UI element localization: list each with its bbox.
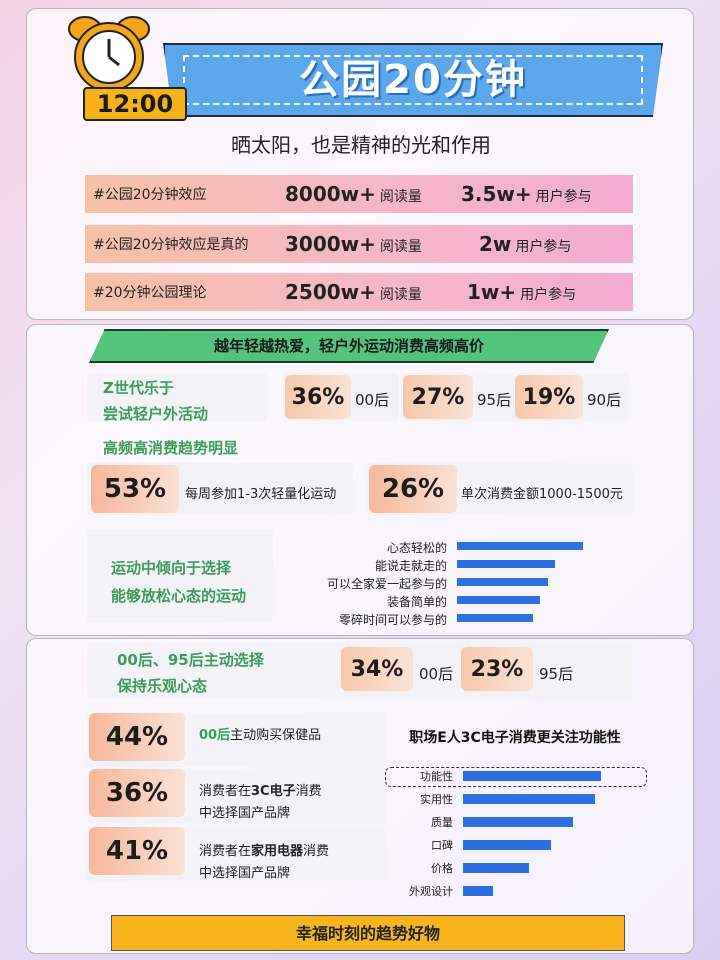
hero-panel: 公园20分钟 12:00 晒太阳，也是精神的光和作用 #公园20分钟效应 800… [26,8,694,320]
optimism-panel: 00后、95后主动选择 保持乐观心态 34% 00后 23% 95后 44% 0… [26,638,694,954]
freq-desc: 单次消费金额1000-1500元 [461,487,623,502]
3c-bar [463,840,552,850]
card-desc-post: 主动购买保健品 [230,728,322,743]
gen-pct: 19% [515,375,583,419]
card-desc-bold: 3C电子 [251,784,296,799]
relax-box [87,529,273,623]
3c-bar-label: 功能性 [420,770,453,783]
gen-label-line2-text: 尝试轻户外活动 [103,405,209,423]
gen-label: 90后 [587,391,622,409]
3c-bar-label: 外观设计 [409,885,453,898]
gen-pct: 27% [403,375,473,419]
3c-bar-label: 口碑 [431,839,453,852]
users-value: 3.5w+ [461,182,532,206]
users-value: 2w [479,232,512,256]
freq-desc: 每周参加1-3次轻量化运动 [185,487,337,502]
section-banner [89,329,609,363]
reads-label: 阅读量 [379,239,422,255]
card-desc: 消费者在3C电子消费 中选择国产品牌 [199,781,322,825]
3c-bar-label: 质量 [431,816,453,829]
gen-label-line1-text: Z世代乐于 [103,379,174,397]
card-desc-green: 00后 [199,728,231,743]
reads-value: 8000w+ [285,182,376,206]
stat-row: #公园20分钟效应 8000w+ 阅读量 3.5w+ 用户参与 [85,175,633,213]
users-label: 用户参与 [535,189,592,205]
stat-tag: #20分钟公园理论 [93,285,207,301]
opt-gen-pct: 23% [461,647,533,691]
opt-gen-label: 00后 [419,665,454,683]
card-pct: 44% [89,713,185,761]
subtitle: 晒太阳，也是精神的光和作用 [231,133,491,157]
3c-bar [463,863,530,873]
card-desc-pre: 消费者在 [199,844,252,859]
chart-title: 职场E人3C电子消费更关注功能性 [409,730,621,746]
stat-tag: #公园20分钟效应是真的 [93,237,249,253]
stat-row: #公园20分钟效应是真的 3000w+ 阅读量 2w 用户参与 [85,225,633,263]
card-pct: 36% [89,769,185,817]
card-desc-bold: 家用电器 [251,844,304,859]
relax-bar [457,596,541,604]
footer-banner: 幸福时刻的趋势好物 [111,915,625,951]
3c-bar-label: 实用性 [420,793,453,806]
gen-label: 95后 [477,391,512,409]
3c-bar [463,886,494,896]
opt-gen-label: 95后 [539,665,574,683]
stat-row: #20分钟公园理论 2500w+ 阅读量 1w+ 用户参与 [85,273,633,311]
card-desc: 消费者在家用电器消费 中选择国产品牌 [199,841,329,885]
card-desc-post: 消费 [295,784,322,799]
gen-label: 00后 [355,391,390,409]
card-desc-post: 消费 [303,844,330,859]
3c-bar [463,817,574,827]
users-label: 用户参与 [520,287,577,303]
opt-gen-pct: 34% [341,647,413,691]
relax-line2: 能够放松心态的运动 [111,587,247,605]
time-badge: 12:00 [83,87,187,121]
3c-bar-label: 价格 [431,862,453,875]
relax-bar-label: 零碎时间可以参与的 [338,613,447,627]
freq-pct: 53% [91,465,179,513]
users-label: 用户参与 [515,239,572,255]
3c-bar [463,794,596,804]
title-banner [163,43,663,117]
3c-bar [463,771,601,781]
freq-heading: 高频高消费趋势明显 [103,439,239,457]
card-desc: 00后主动购买保健品 [199,725,321,747]
card-pct: 41% [89,827,185,875]
relax-line1: 运动中倾向于选择 [111,559,232,577]
reads-value: 2500w+ [285,280,376,304]
optimism-line2: 保持乐观心态 [117,677,208,695]
gen-pct: 36% [285,375,351,419]
page-title: 公园20分钟 [299,57,527,103]
relax-bar-label: 可以全家爱一起参与的 [326,577,447,591]
reads-label: 阅读量 [379,189,422,205]
card-desc-pre: 消费者在 [199,784,252,799]
relax-bar [457,578,548,586]
gen-label-box [87,373,267,421]
relax-bar-label: 装备简单的 [386,595,447,609]
relax-bar [457,542,583,550]
relax-bar [457,560,556,568]
card-desc-line2: 中选择国产品牌 [199,806,291,821]
relax-bar-label: 心态轻松的 [386,541,447,555]
section-banner-text: 越年轻越热爱，轻户外运动消费高频高价 [213,337,484,355]
alarm-clock-icon [68,16,150,92]
optimism-line1: 00后、95后主动选择 [117,651,264,669]
stat-tag: #公园20分钟效应 [93,187,207,203]
card-desc-line2: 中选择国产品牌 [199,866,291,881]
reads-value: 3000w+ [285,232,376,256]
freq-pct: 26% [369,465,457,513]
outdoor-panel: 越年轻越热爱，轻户外运动消费高频高价 Z世代乐于 尝试轻户外活动 36% 00后… [26,324,694,636]
reads-label: 阅读量 [379,287,422,303]
relax-bar [457,614,533,622]
relax-bar-label: 能说走就走的 [374,559,447,573]
highlight-box [385,767,647,787]
users-value: 1w+ [467,280,517,304]
